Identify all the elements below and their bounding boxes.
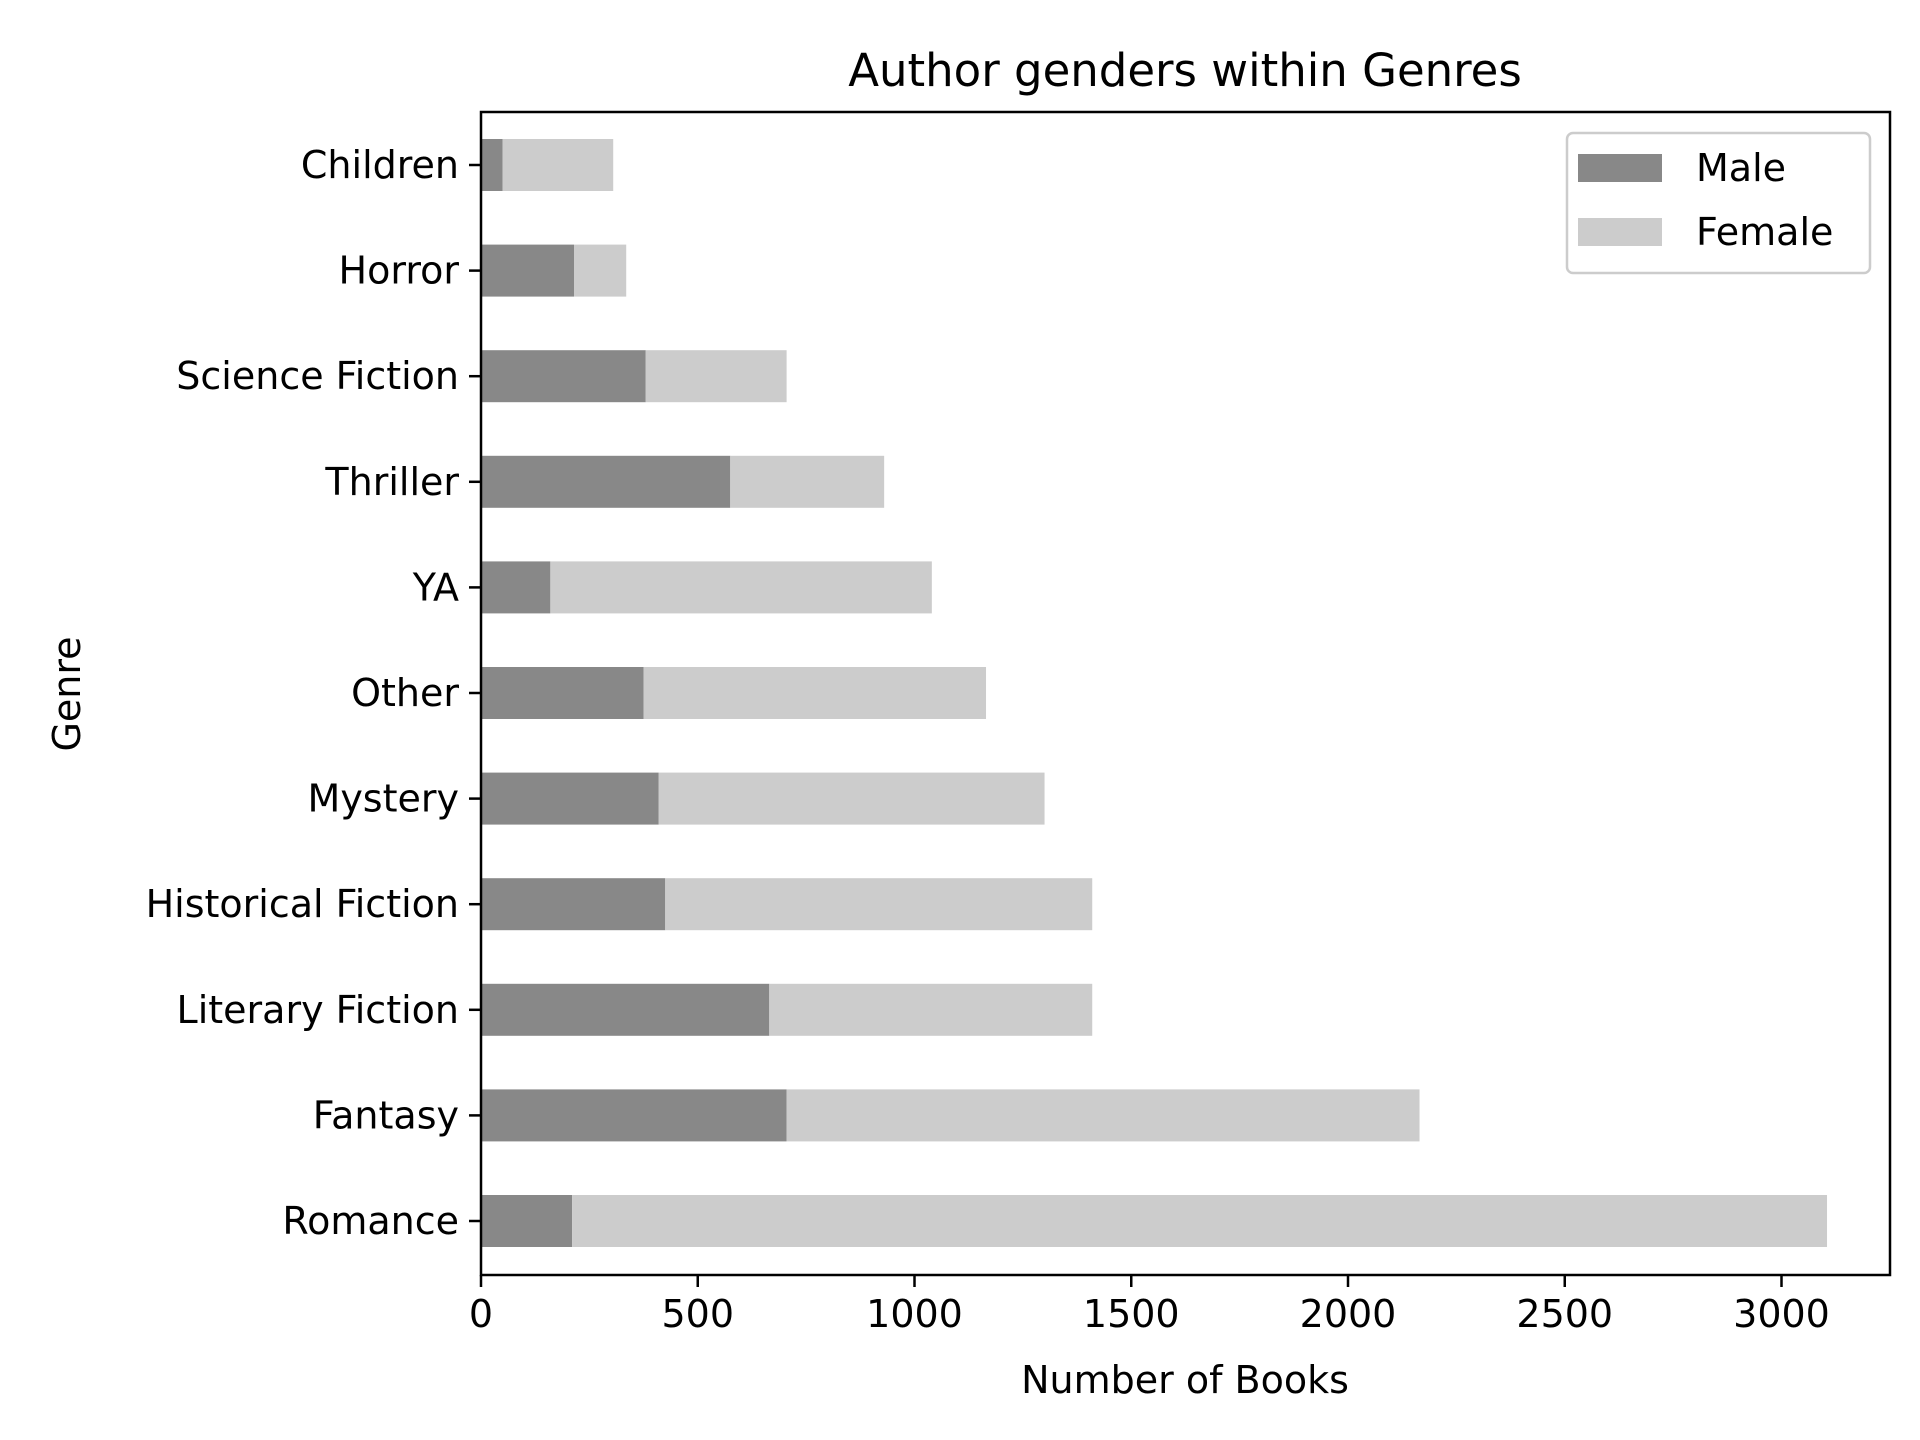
bar-male-literary-fiction xyxy=(481,983,770,1036)
bar-male-fantasy xyxy=(481,1089,787,1142)
bar-female-historical-fiction xyxy=(665,878,1093,931)
x-tick-label-1000: 1000 xyxy=(866,1292,963,1336)
bar-female-horror xyxy=(574,244,627,297)
legend-label-male: Male xyxy=(1696,146,1786,190)
bar-female-ya xyxy=(550,561,932,614)
x-tick-label-0: 0 xyxy=(469,1292,493,1336)
legend-swatch-male xyxy=(1578,154,1662,182)
x-tick-label-500: 500 xyxy=(661,1292,734,1336)
bar-female-romance xyxy=(572,1195,1828,1247)
bar-female-literary-fiction xyxy=(769,983,1093,1036)
bar-male-other xyxy=(481,667,644,719)
bar-female-thriller xyxy=(730,455,885,508)
y-tick-label-historical-fiction: Historical Fiction xyxy=(146,882,459,926)
bars-group xyxy=(481,139,1828,1247)
bar-male-historical-fiction xyxy=(481,878,666,931)
y-axis-ticks: Romance Fantasy Literary Fiction Historical… xyxy=(146,143,481,1243)
y-tick-label-children: Children xyxy=(301,143,459,187)
legend: Male Female xyxy=(1565,131,1872,275)
bar-male-ya xyxy=(481,561,551,614)
bar-male-horror xyxy=(481,244,575,297)
x-axis-label: Number of Books xyxy=(1021,1358,1349,1402)
bar-female-mystery xyxy=(658,772,1045,825)
bar-female-children xyxy=(502,139,614,191)
y-tick-label-thriller: Thriller xyxy=(324,460,459,504)
x-tick-label-1500: 1500 xyxy=(1083,1292,1180,1336)
bar-female-science-fiction xyxy=(645,350,787,403)
y-tick-label-romance: Romance xyxy=(282,1199,459,1243)
chart-title: Author genders within Genres xyxy=(848,44,1522,97)
bar-male-romance xyxy=(481,1195,573,1247)
y-tick-label-other: Other xyxy=(351,671,459,715)
x-tick-label-3000: 3000 xyxy=(1733,1292,1830,1336)
bar-female-other xyxy=(643,667,987,719)
bar-male-thriller xyxy=(481,455,731,508)
bar-male-science-fiction xyxy=(481,350,646,403)
x-tick-label-2500: 2500 xyxy=(1516,1292,1613,1336)
y-axis-label: Genre xyxy=(45,636,89,751)
x-axis-ticks: 0 500 1000 1500 2000 2500 3000 xyxy=(469,1275,1830,1336)
legend-swatch-female xyxy=(1578,218,1662,246)
y-tick-label-mystery: Mystery xyxy=(308,777,459,821)
bar-male-mystery xyxy=(481,772,659,825)
legend-label-female: Female xyxy=(1696,210,1833,254)
y-tick-label-fantasy: Fantasy xyxy=(313,1093,459,1137)
bar-female-fantasy xyxy=(786,1089,1420,1142)
x-tick-label-2000: 2000 xyxy=(1300,1292,1397,1336)
y-tick-label-literary-fiction: Literary Fiction xyxy=(177,988,459,1032)
y-tick-label-science-fiction: Science Fiction xyxy=(176,354,459,398)
plot-frame xyxy=(479,110,1892,1277)
y-tick-label-ya: YA xyxy=(412,565,459,609)
y-tick-label-horror: Horror xyxy=(339,249,460,293)
bar-male-children xyxy=(481,139,503,191)
